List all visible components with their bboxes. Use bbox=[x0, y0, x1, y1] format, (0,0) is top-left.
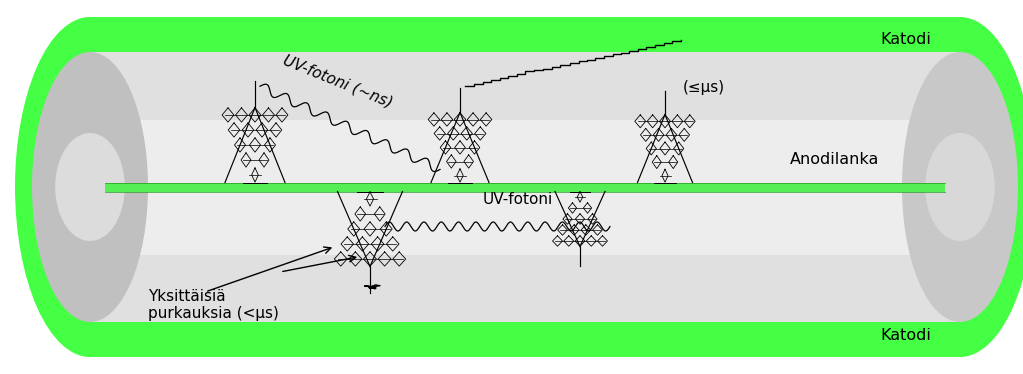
Ellipse shape bbox=[902, 52, 1018, 322]
Text: Katodi: Katodi bbox=[880, 328, 931, 343]
Bar bbox=[90, 120, 960, 254]
Ellipse shape bbox=[55, 133, 125, 241]
Bar bbox=[90, 52, 960, 322]
Bar bbox=[90, 120, 960, 254]
Text: Katodi: Katodi bbox=[880, 31, 931, 46]
Bar bbox=[105, 183, 945, 191]
Text: UV-fotoni (~ns): UV-fotoni (~ns) bbox=[280, 52, 395, 110]
Ellipse shape bbox=[15, 17, 165, 357]
Text: Yksittäisiä
purkauksia (<μs): Yksittäisiä purkauksia (<μs) bbox=[148, 289, 279, 321]
Text: UV-fotoni: UV-fotoni bbox=[483, 191, 552, 206]
Text: (≤μs): (≤μs) bbox=[683, 80, 725, 95]
Ellipse shape bbox=[885, 17, 1023, 357]
Bar bbox=[90, 17, 960, 357]
Text: Anodilanka: Anodilanka bbox=[790, 151, 880, 166]
Ellipse shape bbox=[925, 133, 994, 241]
Ellipse shape bbox=[32, 52, 148, 322]
